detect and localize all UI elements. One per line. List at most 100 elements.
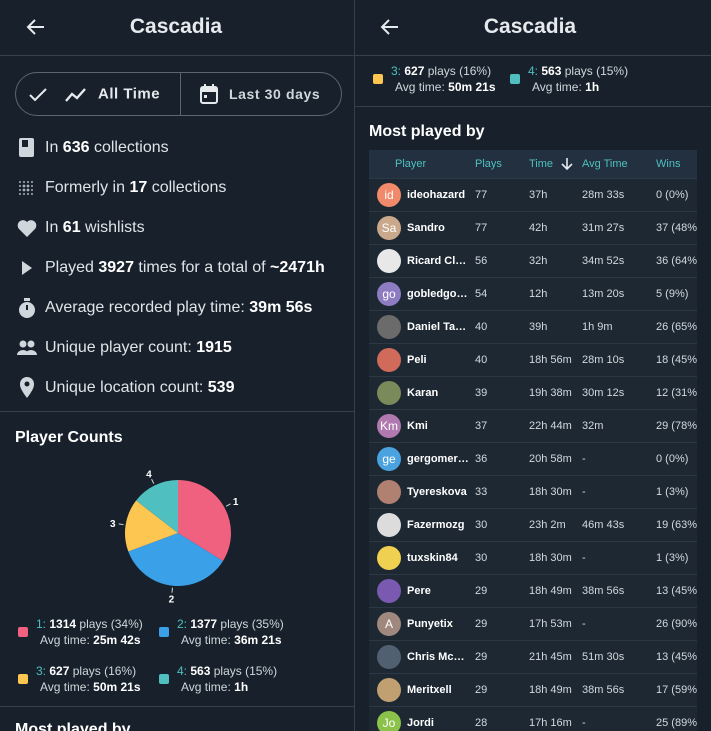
time-cell: 23h 2m xyxy=(529,519,566,531)
row-divider xyxy=(369,244,697,245)
wins-cell: 1 (3%) xyxy=(656,552,689,564)
legend-text: plays (16%) xyxy=(424,64,492,78)
row-divider xyxy=(369,376,697,377)
row-divider xyxy=(369,343,697,344)
player-name: gergomer… xyxy=(407,453,469,465)
plays-cell: 39 xyxy=(475,387,488,399)
legend-line: Avg time: 36m 21s xyxy=(181,633,282,647)
toggle-all-time[interactable]: All Time xyxy=(98,85,161,103)
section-title: Most played by xyxy=(369,123,485,140)
stat-text: collections xyxy=(147,179,227,196)
player-name: Daniel Ta… xyxy=(407,321,467,333)
plays-cell: 30 xyxy=(475,519,488,531)
avatar-initials: Jo xyxy=(382,716,396,730)
plays-cell: 29 xyxy=(475,585,488,597)
player-name: tuxskin84 xyxy=(407,552,458,564)
stat-value: ~2471h xyxy=(270,259,325,276)
legend-avg-label: Avg time: xyxy=(395,80,445,94)
avatar xyxy=(377,381,401,405)
wins-cell: 26 (65% xyxy=(656,321,697,333)
row-divider xyxy=(369,310,697,311)
avatar-initials: id xyxy=(384,188,394,202)
stat-value: 1915 xyxy=(196,339,232,356)
legend-avg-label: Avg time: xyxy=(532,80,582,94)
stat-row: Formerly in 17 collections xyxy=(45,179,226,197)
avg-time-cell: 28m 10s xyxy=(582,354,625,366)
player-name: Karan xyxy=(407,387,439,399)
legend-line: Avg time: 1h xyxy=(532,80,599,94)
stat-row: Unique location count: 539 xyxy=(45,379,234,397)
stat-value: 636 xyxy=(62,139,90,156)
stat-text: times for a total of xyxy=(133,259,271,276)
plays-cell: 37 xyxy=(475,420,488,432)
avatar: A xyxy=(377,612,401,636)
avg-time-cell: 34m 52s xyxy=(582,255,625,267)
stat-text: Played xyxy=(45,259,99,276)
row-divider xyxy=(369,574,697,575)
stat-value: 3927 xyxy=(98,259,134,276)
time-cell: 18h 30m xyxy=(529,552,572,564)
row-divider xyxy=(369,211,697,212)
time-cell: 17h 53m xyxy=(529,618,572,630)
avatar xyxy=(377,315,401,339)
legend-plays: 627 xyxy=(404,64,425,78)
back-button[interactable] xyxy=(378,17,400,37)
pie-slice xyxy=(136,480,178,533)
back-button[interactable] xyxy=(24,17,46,37)
wins-cell: 29 (78% xyxy=(656,420,697,432)
plays-cell: 36 xyxy=(475,453,488,465)
divider xyxy=(355,106,711,107)
legend-avg: 36m 21s xyxy=(234,633,282,647)
legend-avg: 25m 42s xyxy=(93,633,141,647)
player-name: gobledgo… xyxy=(407,288,468,300)
avg-time-cell: - xyxy=(582,552,586,564)
player-name: ideohazard xyxy=(407,189,466,201)
divider xyxy=(0,411,354,412)
player-name: Ricard Cl… xyxy=(407,255,467,267)
plays-cell: 29 xyxy=(475,651,488,663)
row-divider xyxy=(369,178,697,179)
stat-text: Unique player count: xyxy=(45,339,197,356)
avatar xyxy=(377,513,401,537)
avg-time-cell: - xyxy=(582,486,586,498)
legend-text: plays (34%) xyxy=(76,617,143,631)
avatar xyxy=(377,480,401,504)
column-header: Player xyxy=(395,158,427,170)
time-cell: 21h 45m xyxy=(529,651,572,663)
avatar: ge xyxy=(377,447,401,471)
legend-swatch xyxy=(159,627,169,637)
legend-swatch xyxy=(18,627,28,637)
wins-cell: 17 (59% xyxy=(656,684,697,696)
time-cell: 20h 58m xyxy=(529,453,572,465)
legend-line: Avg time: 50m 21s xyxy=(395,80,496,94)
column-header: Time xyxy=(529,158,554,170)
leader-line xyxy=(151,478,155,484)
avatar xyxy=(377,678,401,702)
player-name: Fazermozg xyxy=(407,519,465,531)
wins-cell: 36 (64% xyxy=(656,255,697,267)
player-name: Meritxell xyxy=(407,684,452,696)
stat-row: In 61 wishlists xyxy=(45,219,145,237)
legend-plays: 563 xyxy=(190,664,211,678)
time-cell: 32h xyxy=(529,255,548,267)
avg-time-cell: - xyxy=(582,453,586,465)
section-title: Most played by xyxy=(15,721,131,731)
time-cell: 18h 49m xyxy=(529,684,572,696)
legend-line: Avg time: 50m 21s xyxy=(40,680,141,694)
legend-swatch xyxy=(18,674,28,684)
row-divider xyxy=(369,640,697,641)
toggle-last-30[interactable]: Last 30 days xyxy=(229,86,321,102)
slice-label: 3 xyxy=(110,519,116,530)
row-divider xyxy=(369,475,697,476)
slice-label: 1 xyxy=(233,497,239,508)
legend-line: 3: 627 plays (16%) xyxy=(391,64,491,78)
table-header xyxy=(369,150,697,178)
legend-label: 3: xyxy=(36,664,47,678)
wins-cell: 26 (90% xyxy=(656,618,697,630)
pie-slice xyxy=(128,533,224,586)
sort-arrow[interactable] xyxy=(561,157,573,171)
time-cell: 39h xyxy=(529,321,548,333)
stat-row: In 636 collections xyxy=(45,139,169,157)
legend-swatch xyxy=(159,674,169,684)
